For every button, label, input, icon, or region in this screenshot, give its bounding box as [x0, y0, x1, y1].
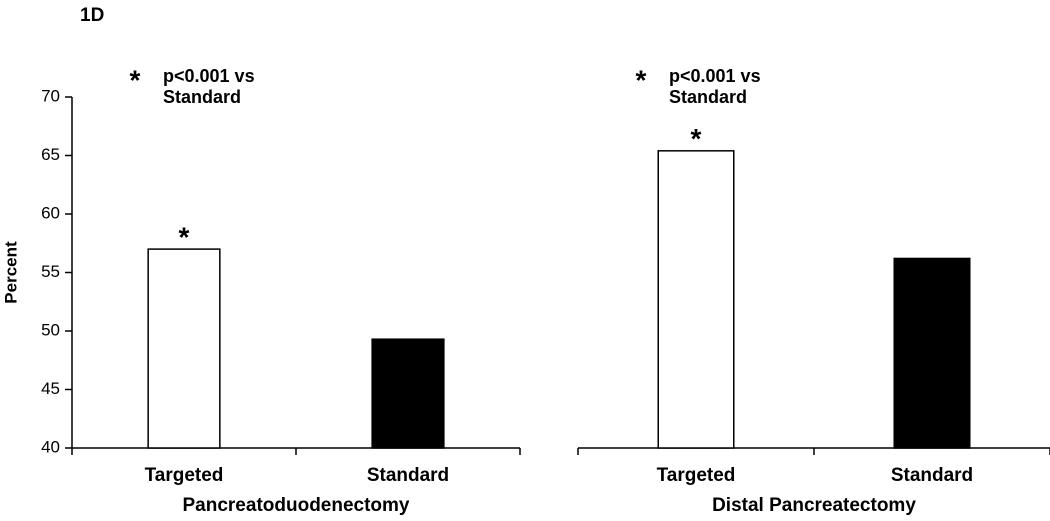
annotation-text: Standard: [669, 87, 747, 107]
significance-marker: *: [691, 123, 702, 154]
x-tick-label: Targeted: [657, 465, 736, 486]
annotation-symbol: *: [636, 64, 647, 95]
figure-label: 1D: [80, 5, 104, 26]
y-tick-label: 70: [41, 86, 60, 105]
x-tick-label: Standard: [891, 465, 973, 486]
x-axis-label: Pancreatoduodenectomy: [183, 495, 410, 516]
annotation-symbol: *: [130, 64, 141, 95]
y-axis-label: Percent: [1, 241, 20, 304]
y-tick-label: 45: [41, 379, 60, 398]
y-tick-label: 50: [41, 320, 60, 339]
annotation-text: Standard: [163, 87, 241, 107]
bar: [371, 338, 445, 449]
y-tick-label: 40: [41, 437, 60, 456]
x-tick-label: Standard: [367, 465, 449, 486]
bar: [893, 257, 971, 449]
x-tick-label: Targeted: [145, 465, 224, 486]
y-tick-label: 55: [41, 262, 60, 281]
bar: [147, 248, 221, 449]
bar: [657, 150, 735, 449]
significance-marker: *: [179, 221, 190, 252]
x-axis-label: Distal Pancreatectomy: [712, 495, 916, 516]
annotation-text: p<0.001 vs: [163, 66, 255, 86]
y-tick-label: 60: [41, 203, 60, 222]
annotation-text: p<0.001 vs: [669, 66, 761, 86]
y-tick-label: 65: [41, 145, 60, 164]
